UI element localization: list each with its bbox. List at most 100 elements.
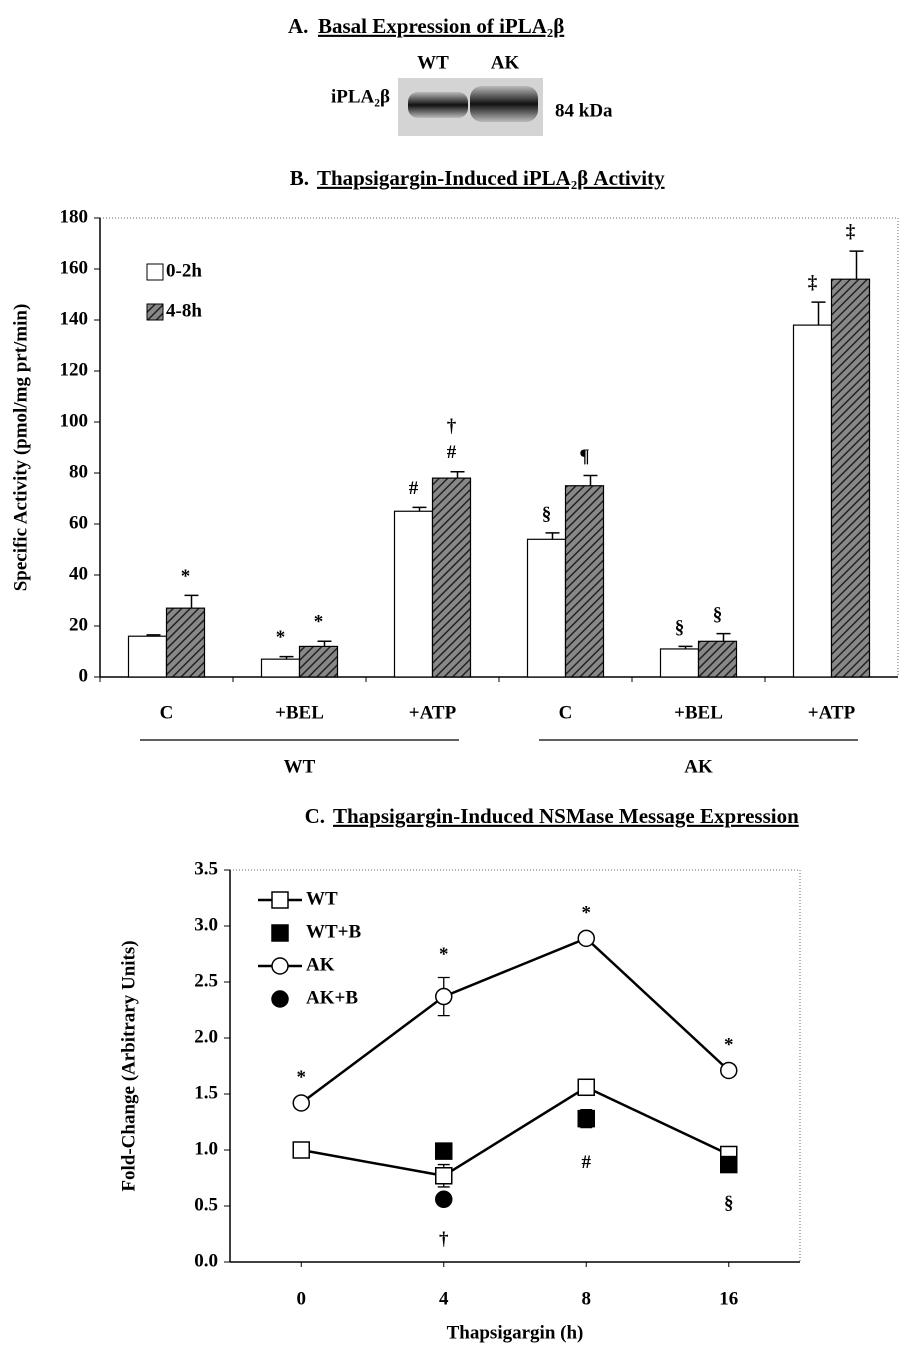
error-bar (812, 302, 826, 325)
y-tick-label: 120 (60, 359, 89, 380)
legend-label: WT (306, 888, 338, 909)
y-tick-label: 2.5 (194, 970, 218, 991)
error-bar (546, 533, 560, 539)
bar (528, 539, 566, 677)
bar (167, 608, 205, 677)
y-tick-label: 180 (60, 206, 89, 227)
point (436, 1168, 452, 1184)
x-tick-label: +BEL (674, 702, 723, 723)
legend-label: WT+B (306, 921, 361, 942)
y-tick-label: 0.0 (194, 1250, 218, 1271)
legend-label: AK+B (306, 987, 358, 1008)
point (272, 892, 288, 908)
protein-label: iPLA₂β (331, 86, 390, 107)
panel-label: A. (288, 14, 308, 38)
x-axis-label: Thapsigargin (h) (447, 1322, 584, 1343)
y-tick-label: 60 (69, 512, 88, 533)
bar (300, 646, 338, 677)
size-label: 84 kDa (555, 100, 613, 121)
x-tick-label: C (160, 702, 174, 723)
bar (262, 659, 300, 677)
panel-title: Basal Expression of iPLA₂β (318, 14, 564, 38)
y-tick-label: 0 (79, 665, 89, 686)
panel-label: B. (290, 166, 309, 190)
legend-label: 4-8h (166, 300, 202, 321)
point (721, 1157, 737, 1173)
error-bar (451, 472, 465, 478)
significance-marker: * (181, 566, 191, 587)
bar (129, 636, 167, 677)
bar (566, 486, 604, 677)
y-tick-label: 20 (69, 614, 88, 635)
bar (661, 649, 699, 677)
x-tick-label: C (559, 702, 573, 723)
bar (832, 279, 870, 677)
significance-marker: ‡ (846, 222, 856, 243)
x-tick-label: 8 (582, 1288, 592, 1309)
y-tick-label: 160 (60, 257, 89, 278)
error-bar (318, 641, 332, 646)
y-tick-label: 3.5 (194, 858, 218, 879)
page: {"blot": {"panel": "A.", "title": "Basal… (0, 0, 902, 1348)
group-label: WT (284, 756, 316, 777)
significance-marker: # (582, 1152, 592, 1173)
x-tick-label: 16 (719, 1288, 738, 1309)
y-axis-label: Fold-Change (Arbitrary Units) (118, 940, 139, 1191)
legend-label: 0-2h (166, 260, 202, 281)
y-axis-label: Specific Activity (pmol/mg prt/min) (10, 304, 31, 592)
x-tick-label: +BEL (275, 702, 324, 723)
series-line (301, 938, 729, 1103)
significance-marker: † (447, 416, 457, 437)
significance-marker: * (439, 944, 449, 965)
blot-band (470, 86, 538, 122)
x-tick-label: 4 (439, 1288, 449, 1309)
significance-marker: * (582, 902, 592, 923)
y-tick-label: 1.5 (194, 1082, 218, 1103)
y-tick-label: 40 (69, 563, 88, 584)
significance-marker: ¶ (579, 446, 589, 467)
figure: A. Basal Expression of iPLA₂β WT AK iPLA… (0, 0, 902, 1348)
y-tick-label: 2.0 (194, 1026, 218, 1047)
point (578, 1111, 594, 1127)
x-tick-label: 0 (297, 1288, 307, 1309)
error-bar (850, 251, 864, 279)
series-line (301, 1087, 729, 1175)
significance-marker: ‡ (808, 273, 818, 294)
significance-marker: * (297, 1067, 307, 1088)
point (721, 1062, 737, 1078)
bar (699, 641, 737, 677)
bar (794, 325, 832, 677)
x-tick-label: +ATP (409, 702, 457, 723)
x-tick-label: +ATP (808, 702, 856, 723)
point (293, 1095, 309, 1111)
error-bar (584, 476, 598, 486)
lane-label: WT (417, 52, 449, 73)
point (436, 989, 452, 1005)
legend-label: AK (306, 954, 335, 975)
point (272, 991, 288, 1007)
y-tick-label: 140 (60, 308, 89, 329)
significance-marker: * (724, 1035, 734, 1056)
legend-swatch (147, 304, 163, 320)
error-bar (717, 634, 731, 642)
panel-label: C. (305, 804, 325, 828)
significance-marker: § (675, 617, 685, 638)
bar (395, 511, 433, 677)
point (272, 925, 288, 941)
point (578, 930, 594, 946)
bar (433, 478, 471, 677)
significance-marker: § (724, 1192, 734, 1213)
significance-marker: § (713, 604, 723, 625)
significance-marker: § (542, 503, 552, 524)
point (293, 1142, 309, 1158)
point (578, 1079, 594, 1095)
point (436, 1191, 452, 1207)
blot-band (408, 92, 468, 118)
y-tick-label: 1.0 (194, 1138, 218, 1159)
point (436, 1143, 452, 1159)
significance-marker: † (439, 1229, 449, 1250)
panel-title: Thapsigargin-Induced NSMase Message Expr… (333, 804, 799, 828)
group-label: AK (684, 756, 713, 777)
plot-frame (100, 218, 898, 677)
y-tick-label: 80 (69, 461, 88, 482)
